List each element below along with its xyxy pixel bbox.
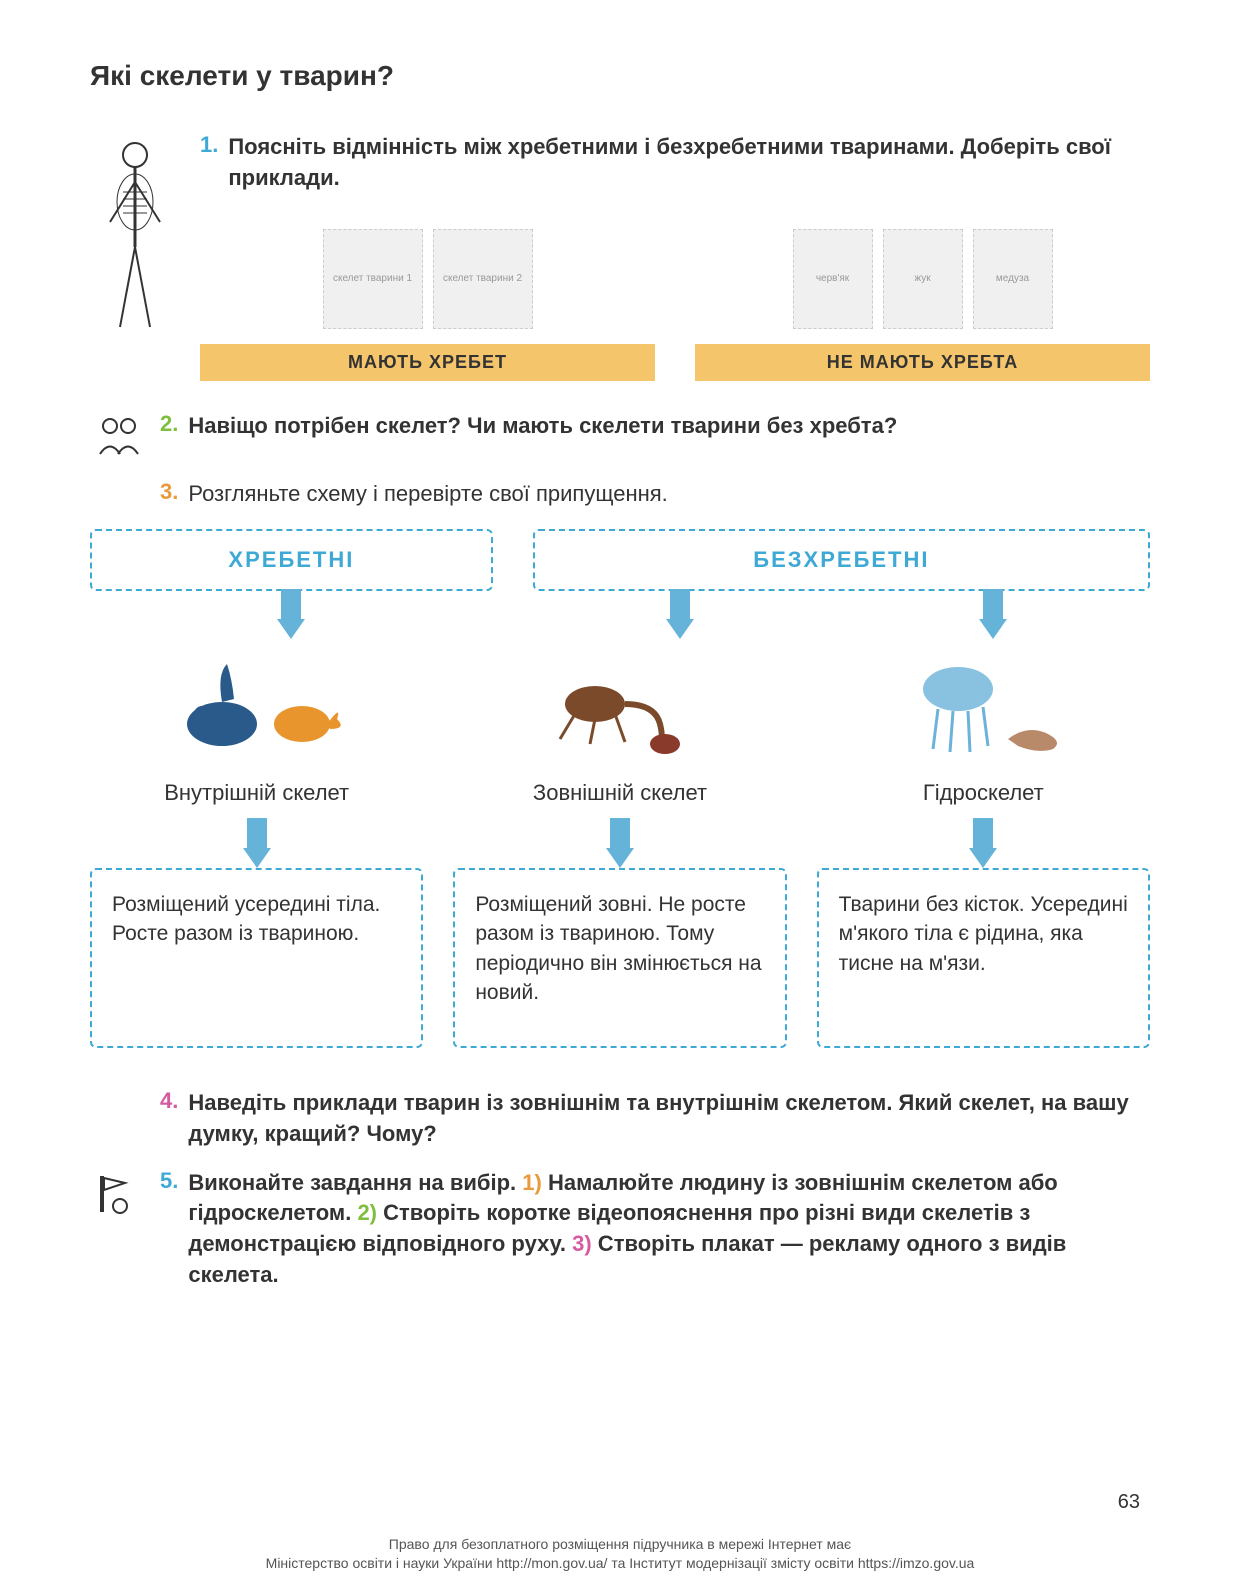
invertebrates-group: черв'як жук медуза НЕ МАЮТЬ ХРЕБТА <box>695 214 1150 381</box>
section-4: 4. Наведіть приклади тварин із зовнішнім… <box>90 1088 1150 1150</box>
col2-label: Зовнішній скелет <box>453 779 786 808</box>
q3-number: 3. <box>160 479 178 505</box>
diagram-col-2: Зовнішній скелет Розміщений зовні. Не ро… <box>453 649 786 1048</box>
col2-animals-image <box>453 649 786 769</box>
footer-line-1: Право для безоплатного розміщення підруч… <box>0 1535 1240 1555</box>
beetle-image: жук <box>883 229 963 329</box>
col2-desc: Розміщений зовні. Не росте разом із твар… <box>453 868 786 1048</box>
section-1: 1. Поясніть відмінність між хребетними і… <box>90 132 1150 381</box>
diagram-col-3: Гідроскелет Тварини без кісток. Усередин… <box>817 649 1150 1048</box>
animal-skeleton-1-image: скелет тварини 1 <box>323 229 423 329</box>
section-5: 5. Виконайте завдання на вибір. 1) Намал… <box>90 1168 1150 1291</box>
q5-opt1-num: 1) <box>522 1170 542 1195</box>
skeleton-diagram: ХРЕБЕТНІ БЕЗХРЕБЕТНІ Внутрішній скелет Р… <box>90 529 1150 1048</box>
q2-text: Навіщо потрібен скелет? Чи мають скелети… <box>188 411 897 442</box>
q4-text: Наведіть приклади тварин із зовнішнім та… <box>188 1088 1150 1150</box>
worm-image: черв'як <box>793 229 873 329</box>
col1-animals-image <box>90 649 423 769</box>
footer: Право для безоплатного розміщення підруч… <box>0 1535 1240 1574</box>
q5-text: Виконайте завдання на вибір. 1) Намалюйт… <box>188 1168 1150 1291</box>
q1-text: Поясніть відмінність між хребетними і бе… <box>228 132 1150 194</box>
vertebrates-box: ХРЕБЕТНІ <box>90 529 493 591</box>
group-activity-icon <box>90 411 150 461</box>
human-skeleton-image <box>90 132 180 342</box>
q1-number: 1. <box>200 132 218 158</box>
col1-desc: Розміщений усередині тіла. Росте разом і… <box>90 868 423 1048</box>
page-number: 63 <box>1118 1491 1140 1514</box>
creative-task-icon <box>90 1168 140 1218</box>
has-spine-label: МАЮТЬ ХРЕБЕТ <box>200 344 655 381</box>
col1-label: Внутрішній скелет <box>90 779 423 808</box>
invertebrates-box: БЕЗХРЕБЕТНІ <box>533 529 1150 591</box>
q5-number: 5. <box>160 1168 178 1194</box>
vertebrates-group: скелет тварини 1 скелет тварини 2 МАЮТЬ … <box>200 214 655 381</box>
animal-skeleton-2-image: скелет тварини 2 <box>433 229 533 329</box>
col3-animals-image <box>817 649 1150 769</box>
no-spine-label: НЕ МАЮТЬ ХРЕБТА <box>695 344 1150 381</box>
footer-line-2: Міністерство освіти і науки України http… <box>0 1554 1240 1574</box>
page-title: Які скелети у тварин? <box>90 60 1150 92</box>
q2-number: 2. <box>160 411 178 437</box>
q5-opt2-num: 2) <box>357 1200 377 1225</box>
col3-label: Гідроскелет <box>817 779 1150 808</box>
q5-lead: Виконайте завдання на вибір. <box>188 1170 522 1195</box>
col3-desc: Тварини без кісток. Усередині м'якого ті… <box>817 868 1150 1048</box>
q3-text: Розгляньте схему і перевірте свої припущ… <box>188 479 667 510</box>
jellyfish-image: медуза <box>973 229 1053 329</box>
diagram-col-1: Внутрішній скелет Розміщений усередині т… <box>90 649 423 1048</box>
q5-opt3-num: 3) <box>572 1231 592 1256</box>
q4-number: 4. <box>160 1088 178 1114</box>
